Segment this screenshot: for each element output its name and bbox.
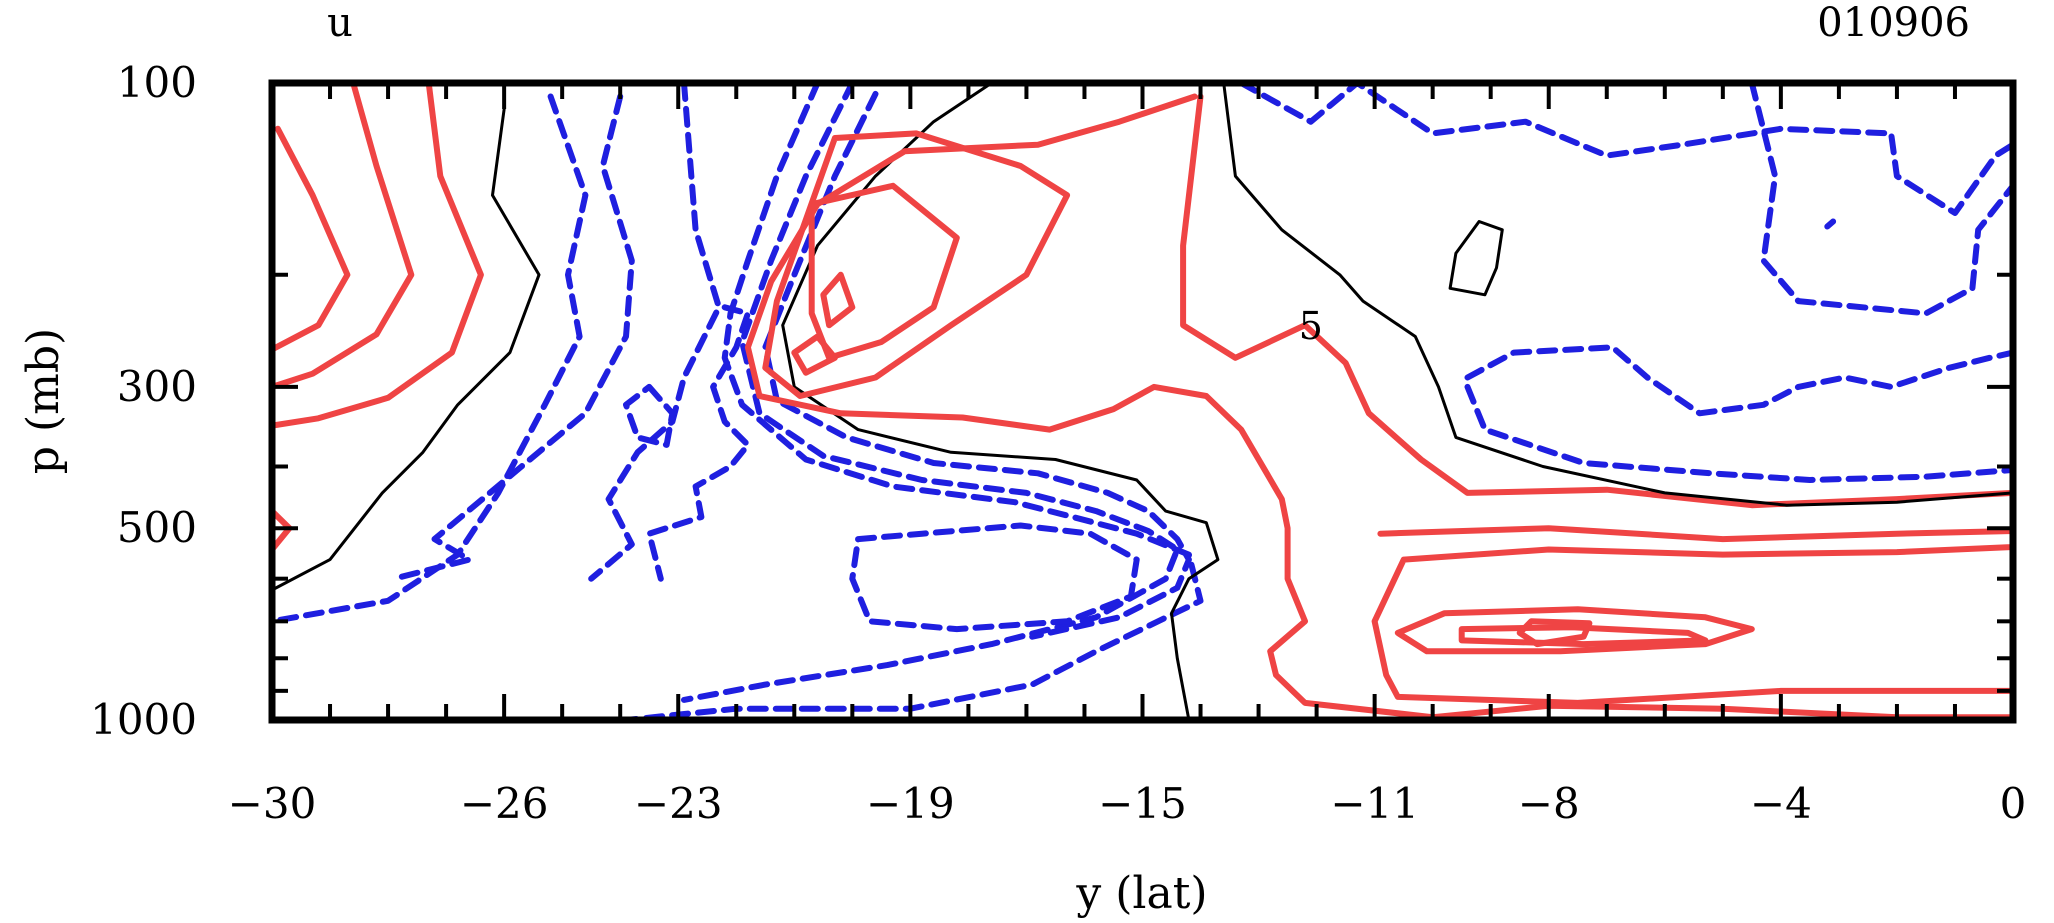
contour-positive-15 <box>820 271 856 329</box>
contour-negative-29 <box>1464 383 2016 483</box>
contour-positive-22 <box>1394 606 1755 655</box>
contour-positive-17 <box>808 182 960 361</box>
contour-negative-8 <box>623 383 676 448</box>
contour-negative-31 <box>1824 218 1837 230</box>
x-tick-label: −11 <box>1330 779 1419 828</box>
x-tick-label: −19 <box>866 779 955 828</box>
contour-positive-24 <box>1516 618 1593 648</box>
contour-positive-23 <box>1458 624 1709 648</box>
contour-positive-1 <box>269 80 415 390</box>
chart-title: u <box>327 0 353 46</box>
contour-label-0: 5 <box>1299 304 1323 348</box>
x-tick-label: −26 <box>460 779 549 828</box>
contour-zero-25 <box>1222 81 2015 507</box>
contour-positive-2 <box>269 80 484 429</box>
x-tick-label: 0 <box>2000 779 2027 828</box>
contour-zero-4 <box>270 107 541 592</box>
contour-negative-27 <box>1238 80 2016 216</box>
contour-zero-26 <box>1448 220 1504 297</box>
contour-zero-14 <box>781 81 1220 722</box>
x-tick-label: −8 <box>1518 779 1580 828</box>
contour-positive-19 <box>1180 93 2016 509</box>
y-tick-labels: 100 300 500 1000 <box>90 58 197 744</box>
contour-positive-21 <box>1371 525 2016 706</box>
contour-negative-13 <box>762 90 1192 640</box>
plot-frame <box>268 79 2017 724</box>
contour-positive-18 <box>762 130 1071 399</box>
contour-negative-28 <box>1464 344 2016 417</box>
x-tick-label: −30 <box>228 779 317 828</box>
contour-negative-10 <box>623 80 1204 723</box>
y-tick-label: 300 <box>117 362 197 411</box>
y-tick-label: 100 <box>117 58 197 107</box>
x-tick-label: −4 <box>1750 779 1812 828</box>
x-tick-labels: −30 −26 −23 −19 −15 −11 −8 −4 0 <box>228 779 2027 828</box>
ticks-layer <box>270 81 2015 722</box>
contour-negative-6 <box>390 93 635 582</box>
x-tick-label: −23 <box>634 779 723 828</box>
y-tick-label: 500 <box>117 503 197 552</box>
x-axis-label: y (lat) <box>1075 868 1207 919</box>
contour-negative-5 <box>269 93 589 625</box>
contour-negative-12 <box>849 522 1140 633</box>
date-label: 010906 <box>1817 0 1970 46</box>
contour-negative-30 <box>1748 80 2016 317</box>
contour-negative-11 <box>681 80 1181 703</box>
contour-labels: 5 <box>1299 304 1323 348</box>
contour-negative-9 <box>646 304 751 582</box>
y-tick-label: 1000 <box>90 695 197 744</box>
contours-layer <box>269 80 2016 723</box>
x-tick-label: −15 <box>1098 779 1187 828</box>
contour-positive-0 <box>269 125 351 353</box>
contour-positive-20 <box>744 93 2016 721</box>
y-axis-label: p (mb) <box>18 328 69 474</box>
